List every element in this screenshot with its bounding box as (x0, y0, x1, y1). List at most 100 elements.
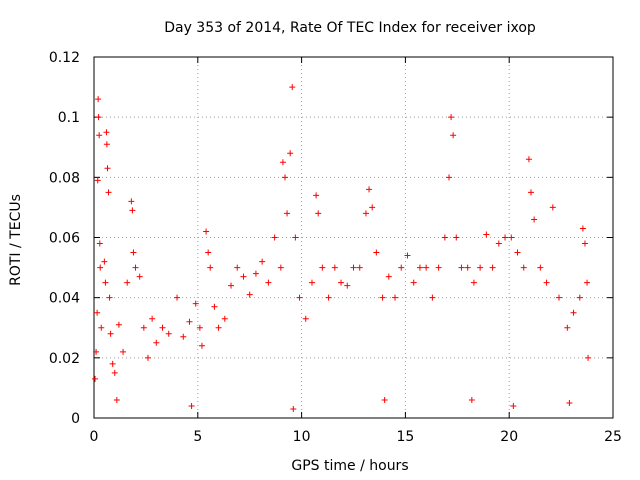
data-point (105, 189, 112, 196)
data-point (207, 264, 214, 271)
data-point (468, 396, 475, 403)
data-point (196, 324, 203, 331)
data-point (489, 264, 496, 271)
data-point (362, 210, 369, 217)
x-tick-label: 25 (604, 429, 622, 445)
data-point (514, 249, 521, 256)
y-tick-labels: 0 0.02 0.04 0.06 0.08 0.1 0.12 (49, 50, 80, 427)
data-point (441, 234, 448, 241)
data-point (543, 279, 550, 286)
data-point (308, 279, 315, 286)
data-point (284, 210, 291, 217)
data-point (252, 270, 259, 277)
y-tick-label: 0.12 (49, 50, 80, 66)
data-point (315, 210, 322, 217)
data-point (228, 282, 235, 289)
y-tick-label: 0.06 (49, 231, 80, 247)
data-point (96, 132, 103, 139)
data-point (103, 129, 110, 136)
data-point (373, 249, 380, 256)
data-point (429, 294, 436, 301)
data-point (140, 324, 147, 331)
data-point (104, 165, 111, 172)
data-point (450, 132, 457, 139)
data-point (132, 264, 139, 271)
data-point (279, 159, 286, 166)
data-point (366, 186, 373, 193)
data-point (174, 294, 181, 301)
data-point (205, 249, 212, 256)
data-point (537, 264, 544, 271)
data-point (198, 342, 205, 349)
data-point (410, 279, 417, 286)
data-point (289, 84, 296, 91)
data-point (379, 294, 386, 301)
chart-title: Day 353 of 2014, Rate Of TEC Index for r… (164, 20, 536, 36)
data-point (103, 141, 110, 148)
data-point (203, 228, 210, 235)
data-point (570, 309, 577, 316)
data-point (470, 279, 477, 286)
data-point (101, 258, 108, 265)
data-point (344, 282, 351, 289)
data-point (136, 273, 143, 280)
data-point (495, 240, 502, 247)
data-point (527, 189, 534, 196)
data-point (144, 354, 151, 361)
axis-ticks (93, 56, 614, 419)
y-tick-label: 0.1 (58, 110, 80, 126)
data-point (416, 264, 423, 271)
x-tick-label: 0 (90, 429, 99, 445)
data-point (581, 240, 588, 247)
data-point (584, 279, 591, 286)
data-point (165, 330, 172, 337)
data-point (246, 291, 253, 298)
data-point (128, 198, 135, 205)
data-point (97, 264, 104, 271)
data-point (331, 264, 338, 271)
data-point (338, 279, 345, 286)
data-point (477, 264, 484, 271)
data-point (180, 333, 187, 340)
data-point (525, 156, 532, 163)
data-point (265, 279, 272, 286)
data-point (576, 294, 583, 301)
data-point (188, 402, 195, 409)
data-point (149, 315, 156, 322)
data-point (579, 225, 586, 232)
data-point (435, 264, 442, 271)
data-point (585, 354, 592, 361)
data-point (381, 396, 388, 403)
data-point (281, 174, 288, 181)
y-tick-label: 0.04 (49, 291, 80, 307)
y-axis-label: ROTI / TECUs (8, 194, 24, 286)
data-point (124, 279, 131, 286)
data-point (287, 150, 294, 157)
x-axis-label: GPS time / hours (291, 458, 408, 474)
data-point (95, 96, 102, 103)
y-tick-label: 0.02 (49, 351, 80, 367)
data-point (95, 114, 102, 121)
grid-lines (94, 57, 613, 418)
data-point (448, 114, 455, 121)
data-point (290, 405, 297, 412)
data-point (107, 330, 114, 337)
plot-frame (93, 56, 614, 419)
data-point (458, 264, 465, 271)
data-point (259, 258, 266, 265)
data-point (445, 174, 452, 181)
data-point (566, 399, 573, 406)
data-point (453, 234, 460, 241)
data-point (356, 264, 363, 271)
data-point (113, 396, 120, 403)
data-points (92, 84, 592, 412)
data-point (102, 279, 109, 286)
data-point (502, 234, 509, 241)
data-point (319, 264, 326, 271)
data-point (556, 294, 563, 301)
data-point (211, 303, 218, 310)
data-point (404, 252, 411, 259)
data-point (129, 207, 136, 214)
data-point (398, 264, 405, 271)
